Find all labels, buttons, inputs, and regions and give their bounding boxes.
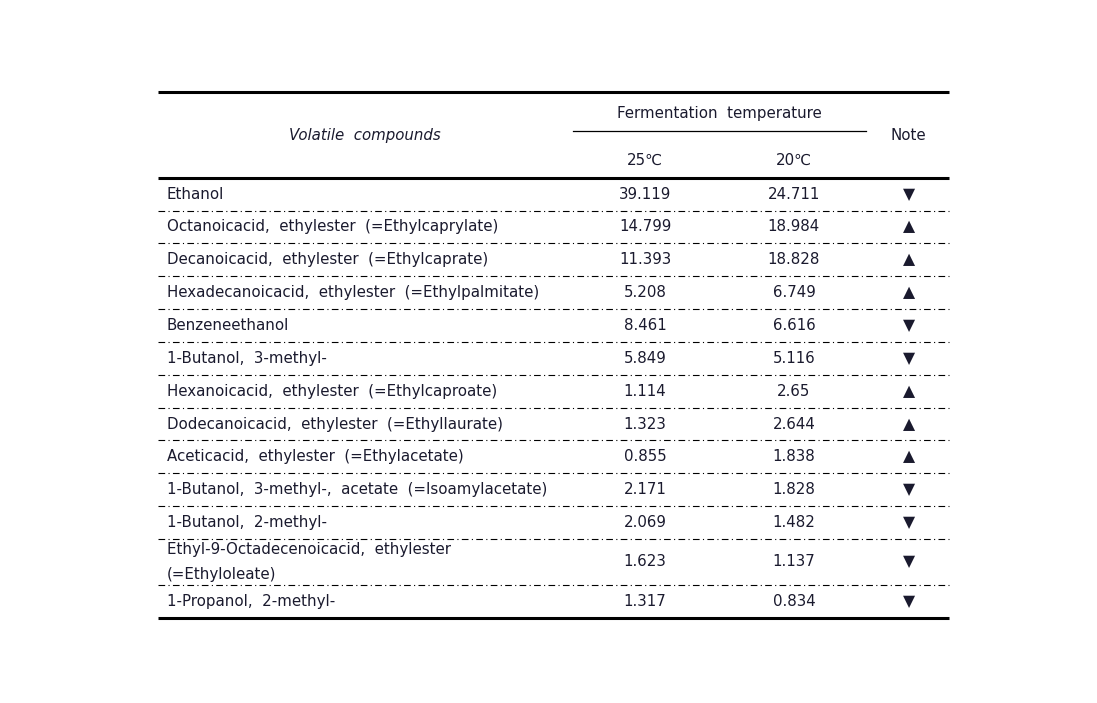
Text: Ethyl-9-Octadecenoicacid,  ethylester: Ethyl-9-Octadecenoicacid, ethylester	[167, 542, 451, 557]
Text: 11.393: 11.393	[619, 252, 671, 267]
Text: ▼: ▼	[903, 555, 915, 569]
Text: Dodecanoicacid,  ethylester  (=Ethyllaurate): Dodecanoicacid, ethylester (=Ethyllaurat…	[167, 417, 502, 432]
Text: ▼: ▼	[903, 351, 915, 366]
Text: ▲: ▲	[903, 384, 915, 399]
Text: ▲: ▲	[903, 219, 915, 234]
Text: 14.799: 14.799	[619, 219, 671, 234]
Text: 2.644: 2.644	[772, 417, 815, 432]
Text: 25℃: 25℃	[627, 153, 663, 167]
Text: 2.069: 2.069	[624, 515, 667, 530]
Text: Octanoicacid,  ethylester  (=Ethylcaprylate): Octanoicacid, ethylester (=Ethylcaprylat…	[167, 219, 498, 234]
Text: 2.171: 2.171	[624, 482, 667, 497]
Text: 5.849: 5.849	[624, 351, 667, 366]
Text: 1.828: 1.828	[772, 482, 815, 497]
Text: Hexadecanoicacid,  ethylester  (=Ethylpalmitate): Hexadecanoicacid, ethylester (=Ethylpalm…	[167, 285, 539, 300]
Text: (=Ethyloleate): (=Ethyloleate)	[167, 567, 276, 581]
Text: 5.208: 5.208	[624, 285, 667, 300]
Text: 1-Butanol,  2-methyl-: 1-Butanol, 2-methyl-	[167, 515, 327, 530]
Text: 1.137: 1.137	[772, 555, 815, 569]
Text: 5.116: 5.116	[772, 351, 815, 366]
Text: 6.749: 6.749	[772, 285, 815, 300]
Text: ▼: ▼	[903, 515, 915, 530]
Text: ▲: ▲	[903, 285, 915, 300]
Text: Note: Note	[891, 127, 927, 143]
Text: ▲: ▲	[903, 252, 915, 267]
Text: ▲: ▲	[903, 449, 915, 465]
Text: 1-Butanol,  3-methyl-: 1-Butanol, 3-methyl-	[167, 351, 327, 366]
Text: Hexanoicacid,  ethylester  (=Ethylcaproate): Hexanoicacid, ethylester (=Ethylcaproate…	[167, 384, 497, 399]
Text: Volatile  compounds: Volatile compounds	[289, 127, 440, 143]
Text: ▼: ▼	[903, 593, 915, 609]
Text: 20℃: 20℃	[776, 153, 812, 167]
Text: 1-Propanol,  2-methyl-: 1-Propanol, 2-methyl-	[167, 593, 335, 609]
Text: 18.828: 18.828	[768, 252, 821, 267]
Text: 1.838: 1.838	[772, 449, 815, 465]
Text: ▲: ▲	[903, 417, 915, 432]
Text: ▼: ▼	[903, 318, 915, 333]
Text: 0.834: 0.834	[772, 593, 815, 609]
Text: 8.461: 8.461	[624, 318, 667, 333]
Text: 39.119: 39.119	[619, 186, 671, 202]
Text: 1.623: 1.623	[624, 555, 667, 569]
Text: 1-Butanol,  3-methyl-,  acetate  (=Isoamylacetate): 1-Butanol, 3-methyl-, acetate (=Isoamyla…	[167, 482, 547, 497]
Text: ▼: ▼	[903, 482, 915, 497]
Text: 1.317: 1.317	[624, 593, 667, 609]
Text: ▼: ▼	[903, 186, 915, 202]
Text: 18.984: 18.984	[768, 219, 821, 234]
Text: Aceticacid,  ethylester  (=Ethylacetate): Aceticacid, ethylester (=Ethylacetate)	[167, 449, 464, 465]
Text: 1.114: 1.114	[624, 384, 667, 399]
Text: 24.711: 24.711	[768, 186, 821, 202]
Text: 2.65: 2.65	[777, 384, 811, 399]
Text: 1.323: 1.323	[624, 417, 667, 432]
Text: 6.616: 6.616	[772, 318, 815, 333]
Text: Decanoicacid,  ethylester  (=Ethylcaprate): Decanoicacid, ethylester (=Ethylcaprate)	[167, 252, 488, 267]
Text: Ethanol: Ethanol	[167, 186, 224, 202]
Text: 1.482: 1.482	[772, 515, 815, 530]
Text: Fermentation  temperature: Fermentation temperature	[618, 106, 822, 121]
Text: Benzeneethanol: Benzeneethanol	[167, 318, 290, 333]
Text: 0.855: 0.855	[624, 449, 667, 465]
